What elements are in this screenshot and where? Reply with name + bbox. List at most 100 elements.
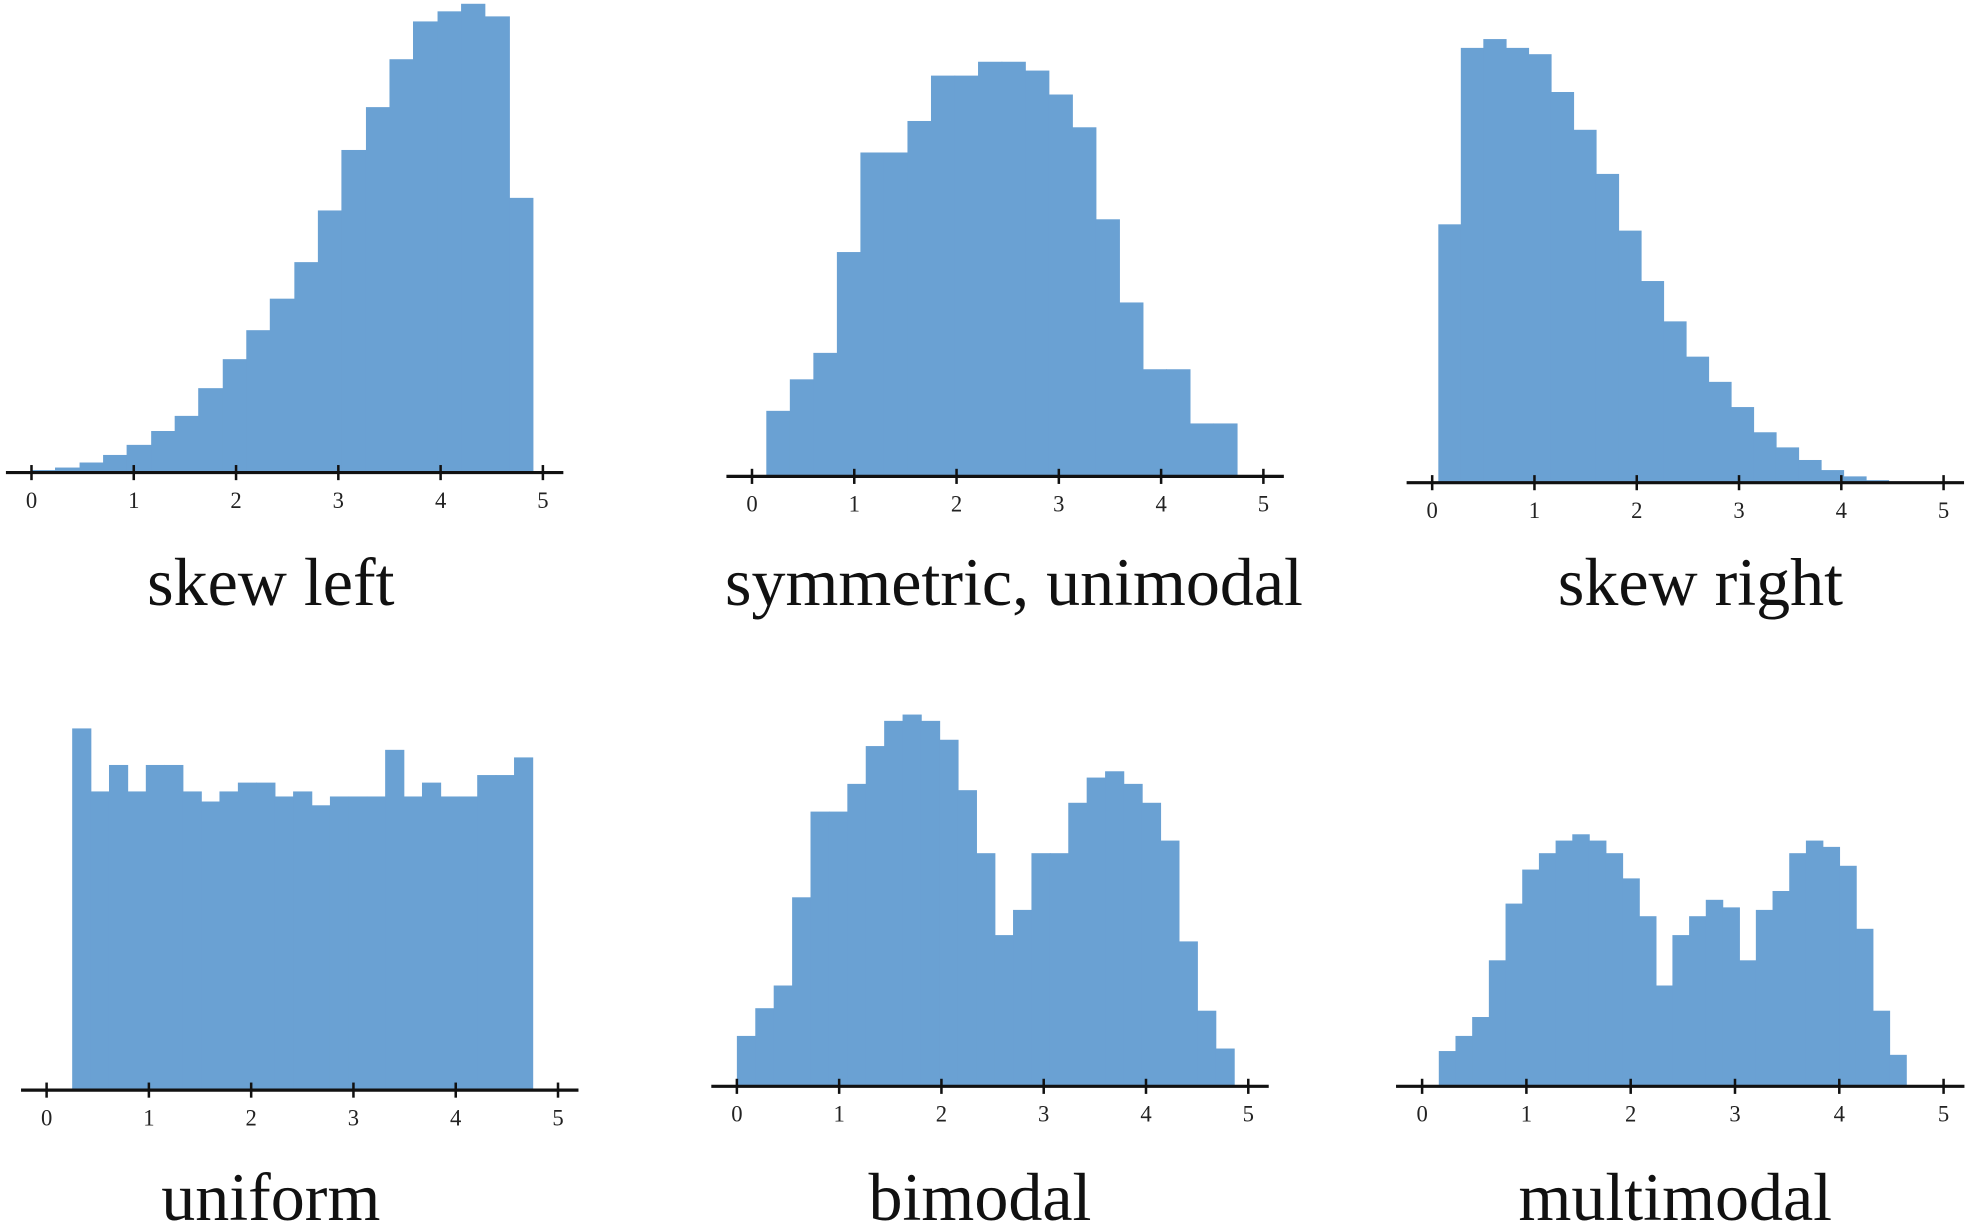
bar (810, 811, 830, 1087)
histogram-panel: 0 1 2 3 4 5 skew left (5, 3, 564, 620)
bar (1031, 853, 1051, 1087)
x-tick-label: 0 (1416, 1102, 1427, 1127)
bar (1775, 447, 1800, 483)
bar (348, 796, 368, 1091)
bar (440, 796, 460, 1091)
bar (437, 11, 462, 473)
bar (1839, 865, 1857, 1087)
x-tick-label: 5 (1938, 498, 1949, 523)
bar (1505, 47, 1530, 483)
bar (1689, 916, 1707, 1087)
bar (907, 120, 932, 477)
x-tick-label: 1 (1521, 1102, 1532, 1127)
bar (1213, 423, 1238, 477)
bar (884, 720, 904, 1087)
bar (954, 75, 979, 477)
bar (1855, 928, 1874, 1087)
bar (828, 811, 849, 1087)
bar (836, 252, 862, 477)
bar (1141, 802, 1162, 1087)
x-tick-label: 5 (1938, 1102, 1949, 1127)
bar (174, 415, 199, 473)
x-tick-label: 1 (143, 1105, 154, 1130)
bar (1013, 909, 1033, 1087)
bar (1555, 840, 1574, 1087)
x-tick-label: 1 (833, 1102, 844, 1127)
bar (1705, 899, 1724, 1087)
x-tick-label: 1 (128, 488, 139, 513)
bar (773, 985, 793, 1087)
x-tick-label: 0 (746, 492, 757, 517)
x-tick-label: 5 (537, 488, 548, 513)
bar (1605, 853, 1624, 1087)
chart-title: symmetric, unimodal (725, 544, 1303, 620)
bar (461, 3, 486, 473)
bar (930, 75, 956, 477)
bar (317, 210, 343, 473)
bar (1483, 39, 1507, 483)
histogram-panel: 0 1 2 3 4 5 symmetric, unimodal (725, 61, 1303, 620)
bar (1455, 1035, 1473, 1087)
bar (256, 782, 276, 1091)
bar (1178, 941, 1198, 1087)
bar (1708, 381, 1732, 483)
bar (1197, 1010, 1217, 1087)
bar (1522, 869, 1540, 1087)
bar (108, 764, 129, 1091)
x-tick-label: 2 (951, 492, 962, 517)
chart-title: skew left (147, 544, 394, 620)
bar (222, 359, 248, 473)
bar (246, 330, 271, 473)
bar (860, 152, 885, 477)
x-tick-label: 4 (450, 1105, 461, 1130)
x-tick-label: 3 (1733, 498, 1744, 523)
bar (1685, 356, 1710, 483)
bar (198, 388, 224, 473)
bar (1843, 476, 1867, 483)
bar (477, 775, 497, 1091)
bar (789, 379, 815, 477)
bar (1123, 783, 1143, 1087)
bar (1755, 909, 1774, 1087)
x-tick-label: 1 (849, 492, 860, 517)
bar (329, 796, 350, 1091)
bar (103, 454, 128, 473)
bar (883, 152, 909, 477)
bar (1798, 459, 1822, 483)
bar (755, 1008, 775, 1087)
x-tick-label: 2 (1631, 498, 1642, 523)
x-tick-label: 3 (348, 1105, 359, 1130)
bar (145, 764, 165, 1091)
bar (412, 21, 439, 473)
bar (1215, 1048, 1235, 1087)
bar (1460, 47, 1485, 483)
bar (1119, 302, 1144, 477)
bar (164, 764, 184, 1091)
x-tick-label: 3 (1729, 1102, 1740, 1127)
bar (219, 791, 239, 1091)
bar (1142, 369, 1167, 477)
chart-title: uniform (161, 1159, 380, 1230)
bar (385, 749, 405, 1091)
bar (847, 783, 867, 1087)
histogram-panel: 0 1 2 3 4 5 uniform (21, 728, 579, 1230)
bar (1622, 878, 1640, 1087)
bar (1730, 407, 1755, 483)
bar (1640, 281, 1665, 483)
chart-title: skew right (1558, 544, 1843, 620)
bar (1655, 985, 1674, 1087)
x-tick-label: 0 (1427, 498, 1438, 523)
bar (1722, 907, 1740, 1087)
x-tick-label: 0 (731, 1102, 742, 1127)
x-tick-label: 0 (41, 1105, 52, 1130)
bar (1663, 321, 1687, 483)
bar (1068, 802, 1088, 1087)
bar (1618, 230, 1642, 483)
x-tick-label: 4 (1155, 492, 1166, 517)
x-tick-label: 4 (1836, 498, 1847, 523)
bar (389, 59, 414, 473)
bar (514, 757, 534, 1091)
bar (72, 728, 92, 1091)
x-tick-label: 3 (1053, 492, 1064, 517)
bar (182, 791, 202, 1091)
